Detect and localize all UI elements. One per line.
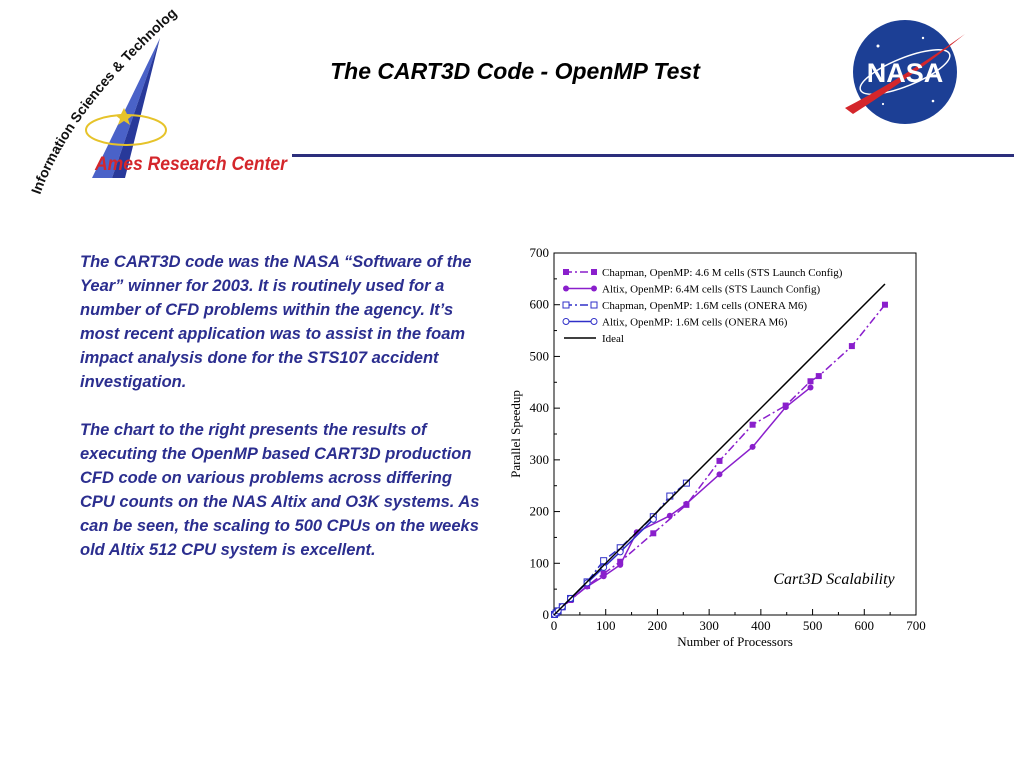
series-2-point (666, 512, 673, 519)
legend-entry-label: Altix, OpenMP: 1.6M cells (ONERA M6) (602, 317, 788, 329)
series-2-point (749, 443, 756, 450)
logo-spire-shade (112, 38, 160, 178)
nasa-logo-orbit (859, 49, 951, 95)
page-title: The CART3D Code - OpenMP Test (330, 58, 700, 84)
legend-swatch-marker (590, 301, 598, 309)
x-tick-label: 0 (551, 618, 558, 633)
nasa-logo-vector-swoosh (845, 34, 965, 114)
body-text: The CART3D code was the NASA “Software o… (80, 250, 480, 586)
series-3-point (600, 557, 608, 565)
series-1-point (848, 343, 855, 350)
series-2-point (716, 471, 723, 478)
y-tick-label: 400 (530, 400, 550, 415)
y-axis-label: Parallel Speedup (508, 390, 523, 478)
title-divider (292, 154, 1014, 157)
series-2-point (782, 404, 789, 411)
series-layer (551, 283, 888, 618)
legend-swatch-marker (562, 301, 570, 309)
x-tick-label: 300 (699, 618, 719, 633)
x-axis-ticks: 0 100 200 300 400 500 600 700 (551, 609, 926, 633)
series-2-point (600, 573, 607, 580)
legend-entry-label: Ideal (602, 333, 624, 345)
logo-star-icon (115, 108, 133, 125)
legend-entry-label: Chapman, OpenMP: 4.6 M cells (STS Launch… (602, 267, 843, 279)
nasa-logo-star-3 (931, 99, 935, 103)
body-paragraph-1: The CART3D code was the NASA “Software o… (80, 253, 472, 391)
logo-center-name: Ames Research Center (94, 154, 288, 175)
legend-entry-label: Altix, OpenMP: 6.4M cells (STS Launch Co… (602, 284, 820, 296)
body-paragraph-2: The chart to the right presents the resu… (80, 421, 480, 559)
y-tick-label: 100 (530, 555, 550, 570)
y-tick-label: 700 (530, 245, 550, 260)
series-2-point (683, 500, 690, 507)
series-1-point (807, 378, 814, 385)
legend-entry-label: Chapman, OpenMP: 1.6M cells (ONERA M6) (602, 300, 807, 312)
series-1-point (650, 530, 657, 537)
x-tick-label: 400 (751, 618, 771, 633)
x-tick-label: 100 (596, 618, 616, 633)
nasa-logo-star-1 (876, 44, 880, 48)
legend-swatch-marker (563, 269, 569, 275)
chart-annotation: Cart3D Scalability (773, 571, 895, 588)
x-tick-label: 700 (906, 618, 926, 633)
y-tick-label: 200 (530, 504, 550, 519)
y-axis-ticks: 0 100 200 300 400 500 600 700 (530, 245, 560, 622)
series-1-point (881, 301, 888, 308)
speedup-chart: 0 100 200 300 400 500 600 700 0 100 200 300 400 500 6… (508, 245, 926, 649)
legend-swatch-marker (562, 318, 570, 325)
ames-research-center-logo: Information Sciences & Technology Ames R… (0, 0, 288, 196)
series-1-point (617, 558, 624, 565)
legend-swatch-marker (591, 269, 597, 275)
x-tick-label: 200 (648, 618, 668, 633)
y-tick-label: 500 (530, 348, 550, 363)
nasa-logo-star-4 (881, 102, 885, 106)
nasa-logo-text: NASA (867, 58, 944, 88)
x-tick-label: 600 (855, 618, 875, 633)
nasa-logo: NASA (845, 20, 965, 124)
series-1-point (749, 421, 756, 428)
legend-swatch-marker (563, 285, 569, 292)
legend-swatch-marker (591, 285, 597, 292)
legend-swatch-marker (590, 318, 598, 325)
series-5-line (553, 283, 886, 616)
x-axis-label: Number of Processors (677, 634, 793, 649)
series-2-point (807, 384, 814, 391)
series-2-point (617, 561, 624, 568)
x-tick-label: 500 (803, 618, 823, 633)
y-tick-label: 600 (530, 297, 550, 312)
y-tick-label: 300 (530, 452, 550, 467)
y-tick-label: 0 (543, 607, 550, 622)
legend: Chapman, OpenMP: 4.6 M cells (STS Launch… (562, 267, 843, 345)
series-5 (553, 283, 886, 616)
series-1-point (815, 373, 822, 380)
series-1-point (716, 457, 723, 464)
nasa-logo-star-2 (921, 36, 925, 40)
